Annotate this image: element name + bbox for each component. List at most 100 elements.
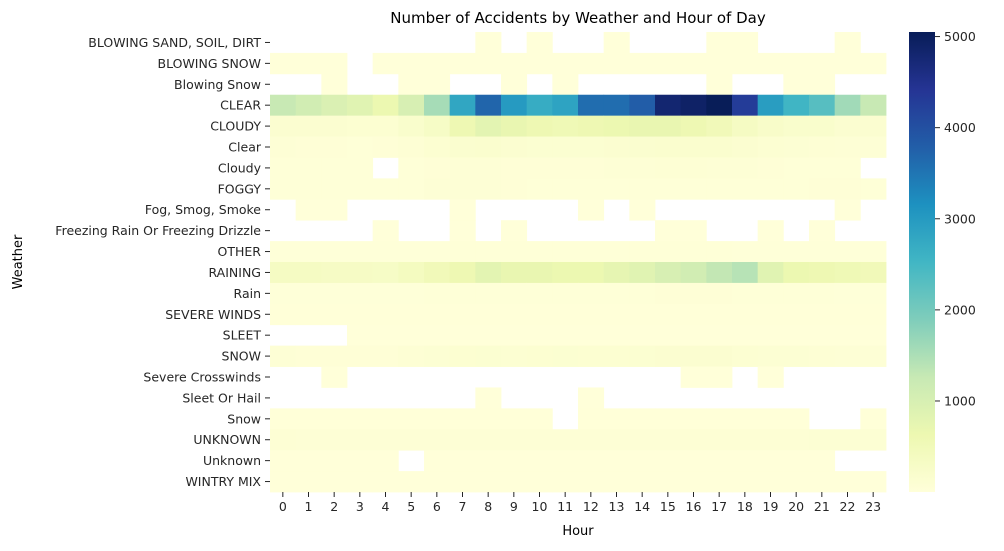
heatmap-cell [372,115,399,137]
heatmap-cell [757,366,784,388]
heatmap-cell [680,282,707,305]
heatmap-cell [809,324,836,347]
heatmap-cell [321,450,348,472]
y-tick-label: BLOWING SAND, SOIL, DIRT [88,35,261,50]
heatmap-cell [526,178,553,200]
heatmap-cell [809,178,836,200]
y-tick-label: Fog, Smog, Smoke [145,202,261,217]
heatmap-cell [295,429,322,451]
heatmap-cell [475,241,502,263]
heatmap-cell [526,241,553,263]
heatmap-cell [629,324,656,347]
x-tick-label: 12 [583,499,599,514]
heatmap-cell [424,429,451,451]
heatmap-cell [475,387,502,409]
heatmap-cell [732,450,759,472]
heatmap-cell [501,282,528,305]
heatmap-cell [603,262,630,284]
y-tick-label: RAINING [209,265,262,280]
heatmap-cell [321,241,348,263]
heatmap-cell [680,471,707,493]
heatmap-cell [732,52,759,75]
heatmap-cell [347,178,374,200]
heatmap-cell [321,136,348,158]
heatmap-cell [347,115,374,137]
heatmap-cell [475,282,502,305]
heatmap-cell [501,262,528,284]
heatmap-cell [655,262,682,284]
heatmap-cell [398,262,425,284]
heatmap-cell [449,450,476,472]
heatmap-cell [347,324,374,347]
heatmap-cell [834,303,861,326]
heatmap-cell [372,52,399,75]
x-tick-label: 19 [763,499,779,514]
colorbar-tick-label: 3000 [944,211,976,226]
heatmap-cell [270,52,297,75]
heatmap-cell [372,178,399,200]
heatmap-cell [347,94,374,117]
heatmap-cell [629,303,656,326]
heatmap-cell [834,157,861,179]
heatmap-cell [757,471,784,493]
heatmap-cell [860,178,887,200]
heatmap-cell [424,136,451,158]
heatmap-cell [449,324,476,347]
heatmap-cell [629,262,656,284]
heatmap-cell [834,429,861,451]
heatmap-cell [680,115,707,137]
heatmap-cell [680,345,707,367]
y-tick-label: CLOUDY [210,119,261,134]
heatmap-cell [629,178,656,200]
heatmap-cell [757,262,784,284]
heatmap-cell [501,450,528,472]
heatmap-cell [321,345,348,367]
heatmap-cell [270,282,297,305]
heatmap-cell [757,303,784,326]
heatmap-cell [398,303,425,326]
heatmap-cell [475,115,502,137]
x-tick-label: 4 [382,499,390,514]
heatmap-cell [706,94,733,117]
heatmap-cell [552,241,579,263]
heatmap-cell [860,262,887,284]
heatmap-cell [860,94,887,117]
heatmap-cell [449,94,476,117]
heatmap-cell [834,241,861,263]
heatmap-cell [526,471,553,493]
heatmap-cell [475,136,502,158]
heatmap-cell [526,157,553,179]
heatmap-cell [295,136,322,158]
heatmap-cell [655,303,682,326]
heatmap-cell [809,115,836,137]
heatmap-cell [629,136,656,158]
heatmap-cell [655,408,682,430]
heatmap-cell [860,429,887,451]
heatmap-cell [732,157,759,179]
heatmap-cell [706,136,733,158]
heatmap-cell [270,262,297,284]
x-tick-label: 6 [433,499,441,514]
heatmap-cell [347,157,374,179]
heatmap-cell [809,220,836,242]
heatmap-cell [706,157,733,179]
heatmap-cell [783,157,810,179]
heatmap-cell [270,345,297,367]
heatmap-cell [372,136,399,158]
heatmap-cell [424,73,451,96]
heatmap-cell [783,450,810,472]
heatmap-cell [526,115,553,137]
heatmap-cell [372,345,399,367]
heatmap-cell [603,115,630,137]
heatmap-cell [809,94,836,117]
heatmap-cell [552,303,579,326]
heatmap-cell [706,450,733,472]
heatmap-cell [501,178,528,200]
heatmap-cell [475,52,502,75]
heatmap-cell [757,345,784,367]
heatmap-cell [526,408,553,430]
heatmap-cell [475,345,502,367]
heatmap-cell [321,262,348,284]
heatmap-cell [732,408,759,430]
